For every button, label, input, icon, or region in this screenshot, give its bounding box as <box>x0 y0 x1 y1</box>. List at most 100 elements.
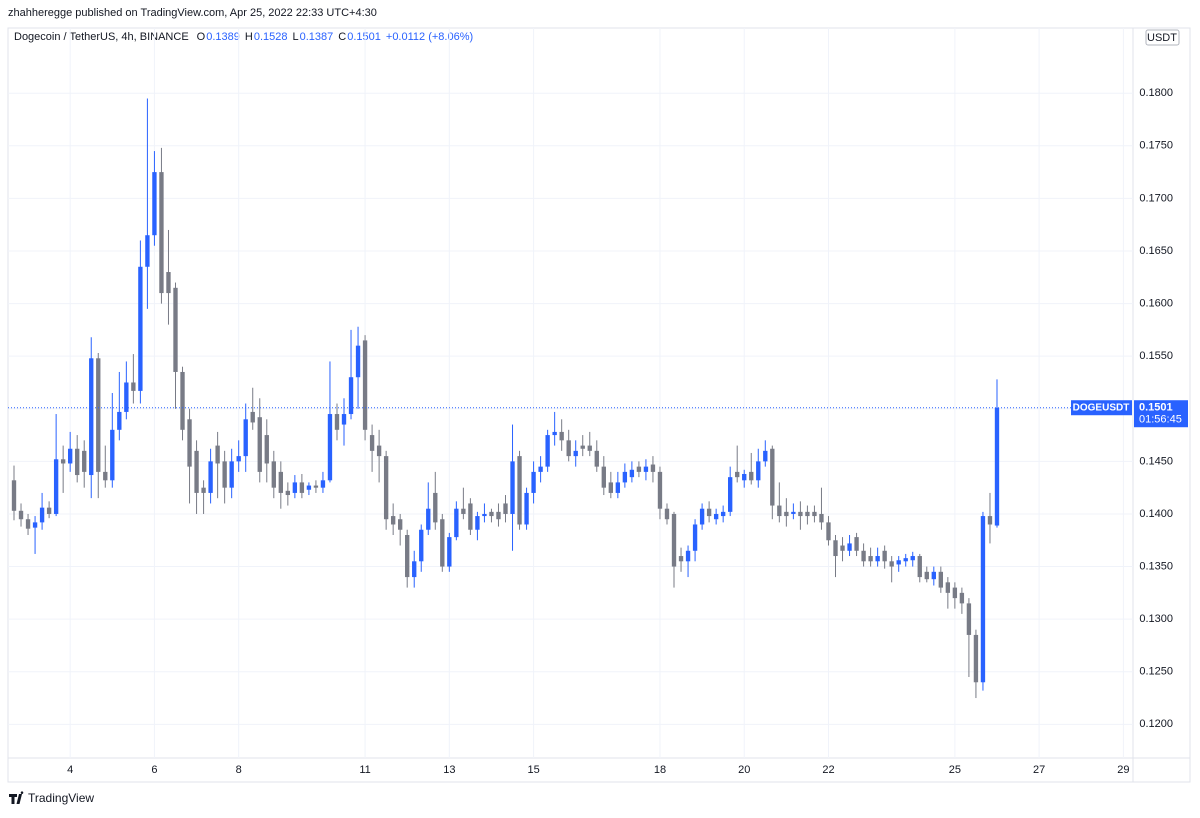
candle-body <box>96 358 101 472</box>
candle-body <box>594 450 599 467</box>
candle-body <box>840 545 845 551</box>
candle-body <box>419 529 424 562</box>
candle-body <box>868 556 873 562</box>
candle-body <box>798 511 803 517</box>
candle-body <box>749 471 754 481</box>
candle-body <box>650 464 656 472</box>
ohlc-value: 0.1389 <box>206 31 240 43</box>
candle-body <box>82 450 87 472</box>
candle-body <box>222 461 227 488</box>
candle-body <box>706 508 712 517</box>
candle-body <box>39 507 45 523</box>
price-tag-value: 0.1501 <box>1139 402 1173 414</box>
candle-body <box>643 466 649 472</box>
candle-body <box>299 482 305 493</box>
candle-body <box>440 519 445 567</box>
candle-body <box>826 522 831 541</box>
symbol-tag-text: DOGEUSDT <box>1073 402 1130 413</box>
candle-body <box>362 340 368 430</box>
currency: USDT <box>1147 32 1177 44</box>
x-tick-label: 4 <box>67 764 73 776</box>
candle-body <box>924 571 929 580</box>
candle-body <box>566 440 571 457</box>
candle-body <box>945 582 951 593</box>
candle-body <box>580 445 585 449</box>
candle-body <box>545 435 550 467</box>
candle-body <box>720 511 726 517</box>
candle-body <box>53 459 59 514</box>
candle-body <box>110 429 115 481</box>
candle-body <box>194 450 199 493</box>
grid <box>8 28 1133 758</box>
candle-body <box>812 511 817 517</box>
candle-body <box>25 519 31 529</box>
symbol-tag <box>1071 400 1132 416</box>
candle-body <box>334 414 340 430</box>
candle-body <box>966 603 972 635</box>
y-tick-label: 0.1350 <box>1139 560 1173 572</box>
y-tick-label: 0.1200 <box>1139 718 1173 730</box>
candle-body <box>292 482 298 493</box>
candle-body <box>369 435 375 451</box>
candle-body <box>763 450 768 462</box>
candle-body <box>573 450 578 457</box>
candle-body <box>138 266 143 391</box>
brand-logo <box>9 791 24 804</box>
currency-box <box>1145 29 1180 46</box>
candle-body <box>756 461 761 481</box>
chart-frame <box>7 27 1191 783</box>
candle-body <box>405 535 410 578</box>
candle-body <box>699 508 705 525</box>
candle-body <box>685 550 691 562</box>
brand: TradingView <box>9 791 94 805</box>
candle-body <box>166 272 171 294</box>
x-tick-label: 8 <box>236 764 242 776</box>
candle-body <box>777 505 782 517</box>
candle-body <box>201 487 206 493</box>
candle-body <box>271 461 276 488</box>
candle-body <box>664 508 670 520</box>
candle-body <box>187 419 192 467</box>
candle-body <box>917 556 922 578</box>
ohlc-value: 0.1528 <box>254 31 288 43</box>
candle-body <box>657 471 663 509</box>
candle-body <box>341 414 347 425</box>
candle-body <box>728 477 733 512</box>
candle-body <box>320 480 326 488</box>
candle-body <box>103 471 108 481</box>
candle-body <box>208 461 213 493</box>
candle-body <box>152 172 157 236</box>
x-tick-label: 25 <box>949 764 961 776</box>
candle-body <box>89 358 94 476</box>
candle-body <box>355 345 361 378</box>
candle-body <box>454 508 459 538</box>
candle-body <box>615 482 621 493</box>
candle-body <box>938 571 944 588</box>
candle-body <box>180 371 185 430</box>
candle-body <box>433 492 438 523</box>
x-tick-label: 20 <box>738 764 750 776</box>
y-tick-label: 0.1800 <box>1139 87 1173 99</box>
x-tick-label: 11 <box>359 764 370 776</box>
candle-body <box>482 513 487 517</box>
candle-body <box>496 511 501 520</box>
candle-body <box>398 519 403 530</box>
candle-body <box>489 511 494 517</box>
candle-body <box>18 510 24 520</box>
candle-body <box>159 172 164 294</box>
candle-body <box>742 473 747 481</box>
candle-body <box>215 445 220 464</box>
ohlc-key: C <box>338 31 346 43</box>
candle-body <box>601 466 606 488</box>
ohlc-change: +0.0112 (+8.06%) <box>386 31 473 43</box>
x-tick-label: 6 <box>151 764 157 776</box>
candle-body <box>124 382 129 412</box>
candle-body <box>46 507 52 514</box>
candle-body <box>531 471 536 493</box>
candle-body <box>833 540 838 557</box>
y-tick-label: 0.1400 <box>1139 508 1173 520</box>
publisher: zhahheregge published on TradingView.com… <box>8 7 377 19</box>
candles <box>11 98 1000 699</box>
candle-body <box>538 466 543 472</box>
